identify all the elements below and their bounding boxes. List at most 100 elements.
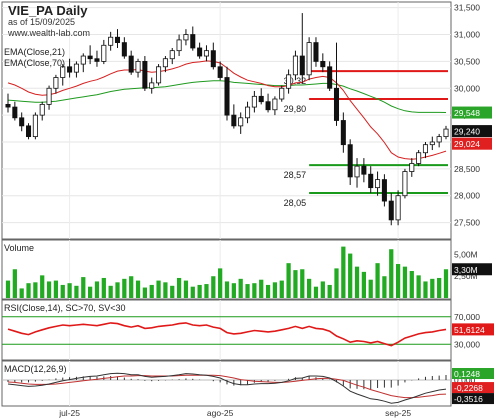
ema70-tag: 29,548: [454, 108, 480, 118]
macd-label: MACD(12,26,9): [4, 364, 67, 374]
volume-bar: [334, 268, 339, 298]
chart-subtitle: as of 15/09/2025: [8, 17, 75, 27]
volume-bar: [409, 271, 414, 298]
candle-body: [39, 103, 45, 116]
close-price-tag: 29,240: [454, 127, 480, 137]
candle-body: [183, 34, 189, 41]
candle-body: [108, 36, 114, 46]
candle-body: [272, 98, 278, 111]
volume-bar: [224, 281, 230, 298]
volume-bar: [170, 285, 175, 298]
volume-bar: [26, 283, 31, 298]
volume-bar: [361, 271, 366, 298]
volume-bar: [108, 285, 113, 298]
macd-signal-line: [7, 374, 447, 399]
value-tags: 29,548 29,240 29,024 3,30M 51,6124 0,1248 -0,2…: [452, 106, 494, 405]
volume-tag: 3,30M: [454, 265, 478, 275]
macd-plot: [2, 372, 451, 404]
volume-bar: [286, 263, 291, 298]
candle-body: [286, 74, 292, 89]
rsi-label: RSI(Close,14), SC>70, SV<30: [4, 303, 126, 313]
candle-body: [217, 66, 223, 78]
volume-bar: [279, 280, 284, 298]
volume-bar: [115, 282, 120, 298]
volume-bar: [135, 280, 141, 298]
volume-bar: [204, 284, 209, 298]
volume-bar: [259, 279, 264, 298]
candle-body: [258, 95, 264, 103]
macd-tag-bg: [452, 382, 494, 394]
candle-body: [238, 117, 244, 127]
x-tick-label: ago-25: [207, 408, 234, 418]
volume-bar: [245, 284, 250, 298]
rsi-plot: [2, 316, 451, 347]
candle-body: [279, 87, 285, 100]
macd-line: [7, 372, 447, 404]
candle-body: [114, 36, 121, 44]
volume-bar: [423, 281, 428, 298]
volume-bar: [375, 263, 380, 298]
volume-bar: [60, 284, 65, 298]
volume-bar: [218, 268, 223, 298]
level-label: 29,80: [284, 104, 307, 114]
candle-body: [416, 152, 422, 164]
volume-bar: [156, 280, 161, 298]
volume-bar: [327, 284, 332, 298]
candle-body: [197, 47, 203, 57]
volume-bar: [149, 284, 154, 298]
candle-body: [149, 82, 155, 89]
candle-body: [210, 50, 216, 68]
price-tick-label: 31,500: [454, 3, 480, 13]
candle-body: [436, 136, 442, 143]
volume-bar: [74, 285, 79, 298]
candle-body: [306, 42, 312, 76]
volume-label: Volume: [4, 243, 34, 253]
volume-bar: [389, 249, 394, 298]
volume-bar: [231, 283, 236, 298]
candle-body: [347, 144, 353, 178]
volume-bar: [142, 287, 147, 298]
chart-title: VIE_PA Daily: [8, 3, 88, 18]
candle-body: [176, 39, 182, 52]
macd-tag: -0,2268: [454, 383, 483, 393]
macd-tick-label: 0,000: [454, 375, 476, 385]
candle-body: [94, 58, 100, 62]
macd-tag: -0,3516: [454, 394, 483, 404]
candle-body: [67, 66, 73, 73]
rsi-tick-label: 30,000: [454, 339, 480, 349]
candle-body: [395, 195, 401, 221]
volume-bar: [67, 283, 72, 298]
candle-body: [429, 141, 435, 146]
volume-bar: [300, 269, 305, 298]
candle-body: [354, 165, 360, 178]
volume-tick-label: 2,50M: [454, 271, 478, 281]
volume-bar: [183, 280, 189, 298]
candle-body: [313, 42, 319, 62]
volume-bar: [81, 277, 86, 298]
volume-bar: [163, 282, 168, 298]
candle-body: [409, 163, 415, 172]
ema21-tag: 29,024: [454, 139, 480, 149]
volume-bar: [313, 286, 319, 298]
candle-body: [80, 55, 86, 65]
candle-body: [381, 179, 387, 202]
candle-body: [224, 77, 230, 116]
candle-body: [46, 87, 52, 105]
volume-bar: [382, 276, 387, 298]
candle-body: [340, 120, 346, 146]
price-tick-label: 30,500: [454, 56, 480, 66]
price-tick-label: 28,000: [454, 191, 480, 201]
candle-body: [299, 55, 305, 76]
candle-body: [361, 165, 367, 175]
candle-body: [388, 200, 394, 221]
candle-body: [12, 106, 18, 119]
volume-bar: [176, 277, 182, 298]
volume-bar: [122, 278, 127, 298]
price-tick-label: 27,500: [454, 218, 480, 228]
candle-body: [251, 95, 257, 108]
volume-bar: [320, 281, 325, 298]
volume-bar: [12, 269, 17, 298]
volume-tick-label: 5,00M: [454, 249, 478, 259]
rsi-tick-label: 70,000: [454, 312, 480, 322]
